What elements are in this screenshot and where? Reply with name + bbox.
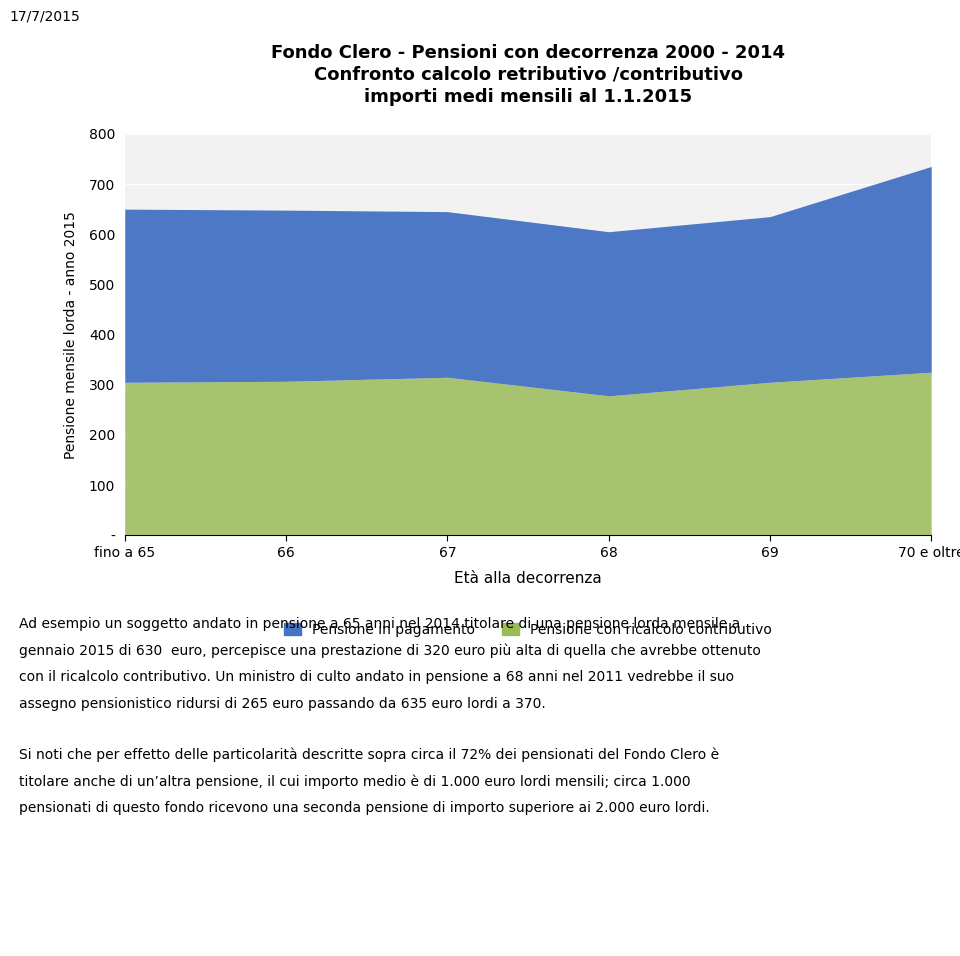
Legend: Pensione in pagamento, Pensione con ricalcolo contributivo: Pensione in pagamento, Pensione con rica…	[284, 622, 772, 637]
Text: assegno pensionistico ridursi di 265 euro passando da 635 euro lordi a 370.: assegno pensionistico ridursi di 265 eur…	[19, 697, 546, 711]
Text: importi medi mensili al 1.1.2015: importi medi mensili al 1.1.2015	[364, 88, 692, 105]
Text: pensionati di questo fondo ricevono una seconda pensione di importo superiore ai: pensionati di questo fondo ricevono una …	[19, 801, 710, 815]
Text: Fondo Clero - Pensioni con decorrenza 2000 - 2014: Fondo Clero - Pensioni con decorrenza 20…	[271, 44, 785, 61]
Text: 17/7/2015: 17/7/2015	[10, 10, 81, 24]
Text: Confronto calcolo retributivo /contributivo: Confronto calcolo retributivo /contribut…	[314, 66, 742, 83]
Y-axis label: Pensione mensile lorda - anno 2015: Pensione mensile lorda - anno 2015	[63, 210, 78, 459]
Text: Ad esempio un soggetto andato in pensione a 65 anni nel 2014 titolare di una pen: Ad esempio un soggetto andato in pension…	[19, 617, 740, 631]
Text: gennaio 2015 di 630  euro, percepisce una prestazione di 320 euro più alta di qu: gennaio 2015 di 630 euro, percepisce una…	[19, 643, 761, 658]
Text: con il ricalcolo contributivo. Un ministro di culto andato in pensione a 68 anni: con il ricalcolo contributivo. Un minist…	[19, 670, 734, 684]
Text: Si noti che per effetto delle particolarità descritte sopra circa il 72% dei pen: Si noti che per effetto delle particolar…	[19, 748, 719, 762]
X-axis label: Età alla decorrenza: Età alla decorrenza	[454, 571, 602, 586]
Text: titolare anche di un’altra pensione, il cui importo medio è di 1.000 euro lordi : titolare anche di un’altra pensione, il …	[19, 774, 691, 789]
